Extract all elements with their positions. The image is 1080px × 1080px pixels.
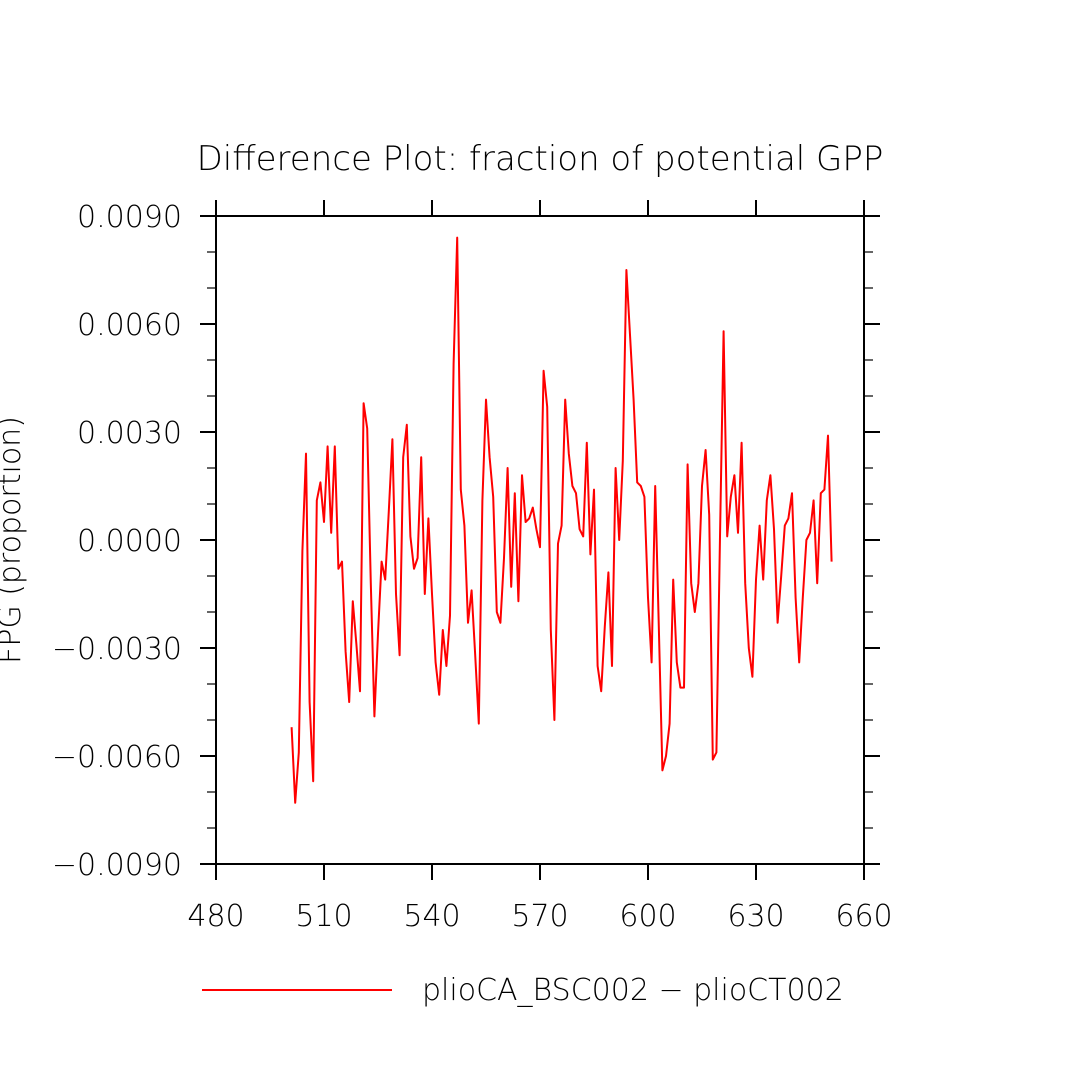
x-tick-label: 510 xyxy=(295,899,352,934)
y-tick-label: −0.0030 xyxy=(52,632,182,667)
y-tick-label: 0.0090 xyxy=(77,200,182,235)
legend: plioCA_BSC002 − plioCT002 xyxy=(202,973,844,1008)
series-line xyxy=(290,236,833,804)
y-tick-label: −0.0060 xyxy=(52,740,182,775)
y-axis-label: FPG (proportion) xyxy=(0,416,28,664)
y-tick-label: 0.0000 xyxy=(77,524,182,559)
axes: 480 510 540 570 600 630 660 −0.0090 −0.0060 −0.00… xyxy=(52,200,893,934)
x-tick-label: 570 xyxy=(511,899,568,934)
chart-title: Difference Plot: fraction of potential G… xyxy=(197,139,884,179)
x-tick-label: 540 xyxy=(403,899,460,934)
x-tick-label: 480 xyxy=(187,899,244,934)
x-tick-label: 630 xyxy=(727,899,784,934)
y-tick-label: −0.0090 xyxy=(52,848,182,883)
series-layer xyxy=(290,236,833,804)
x-tick-label: 660 xyxy=(835,899,892,934)
y-tick-label: 0.0030 xyxy=(77,416,182,451)
legend-label: plioCA_BSC002 − plioCT002 xyxy=(422,973,844,1008)
x-tick-label: 600 xyxy=(619,899,676,934)
y-tick-label: 0.0060 xyxy=(77,308,182,343)
